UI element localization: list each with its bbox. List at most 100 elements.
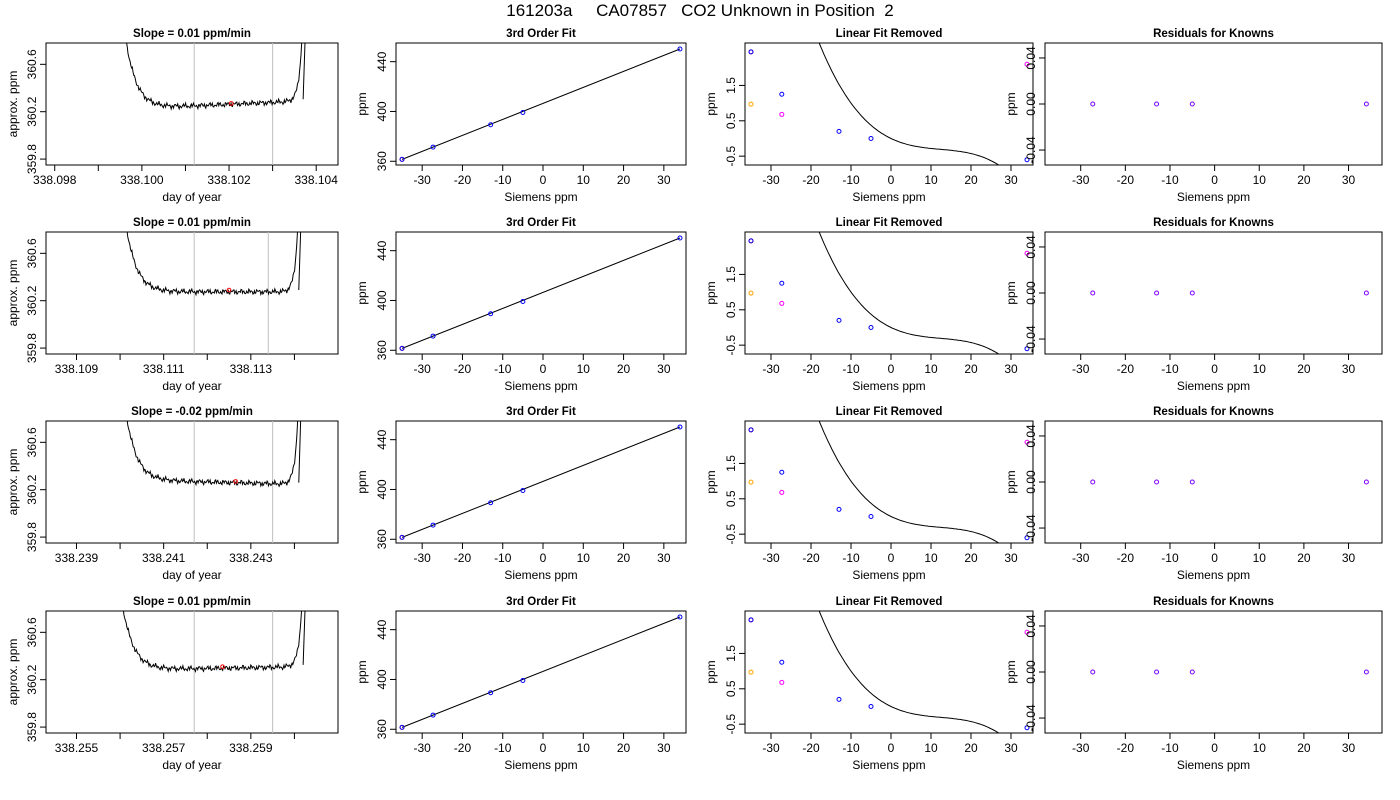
data-point-purple — [1154, 290, 1160, 296]
x-axis-label: Siemens ppm — [1177, 379, 1250, 393]
trace-line — [126, 43, 303, 111]
plot-frame — [395, 610, 687, 734]
x-tick-label: 338.113 — [230, 362, 273, 376]
x-tick-label: 30 — [1342, 362, 1356, 376]
panel-title: 3rd Order Fit — [506, 406, 576, 418]
x-axis-label: Siemens ppm — [1177, 190, 1250, 204]
y-tick-label: 360.6 — [25, 49, 39, 79]
x-tick-label: -30 — [414, 362, 432, 376]
data-point-known — [748, 617, 754, 623]
x-tick-label: 30 — [657, 173, 671, 187]
x-tick-label: -20 — [1117, 173, 1135, 187]
y-tick-label: 400 — [375, 101, 389, 121]
data-point-known — [520, 298, 526, 304]
data-point-purple — [1090, 669, 1096, 675]
panel-title: 3rd Order Fit — [506, 217, 576, 229]
plot-frame — [1044, 420, 1383, 544]
x-tick-label: 10 — [577, 173, 591, 187]
data-point-known — [868, 135, 874, 141]
data-point-purple — [1090, 101, 1096, 107]
panel-r2-fit: 3rd Order Fit -30 -20 -10 0 10 20 30 360 400 440 Si… — [355, 217, 687, 393]
data-point-magenta — [779, 111, 785, 117]
y-tick-label: 1.5 — [724, 455, 738, 472]
data-point-purple — [1363, 479, 1369, 485]
x-axis-label: day of year — [162, 190, 221, 204]
x-tick-label: 0 — [540, 362, 547, 376]
panel-title: Linear Fit Removed — [836, 596, 943, 608]
x-axis-label: Siemens ppm — [1177, 568, 1250, 582]
panel-title: Residuals for Knowns — [1153, 406, 1274, 418]
y-tick-label: -0.5 — [724, 145, 738, 166]
x-tick-label: 20 — [617, 173, 631, 187]
data-point-known — [1024, 346, 1030, 352]
x-axis-label: Siemens ppm — [504, 568, 577, 582]
x-tick-label: 20 — [964, 173, 978, 187]
data-point-purple — [1090, 479, 1096, 485]
x-tick-label: -10 — [1161, 741, 1179, 755]
data-point-purple — [1154, 669, 1160, 675]
data-point-known — [430, 712, 436, 718]
x-tick-label: -10 — [1161, 551, 1179, 565]
plot-frame — [744, 610, 1034, 734]
plot-frame — [744, 231, 1034, 355]
data-point-magenta — [779, 489, 785, 495]
y-tick-label: 359.8 — [25, 712, 39, 742]
x-tick-label: -30 — [762, 362, 780, 376]
x-tick-label: 0 — [540, 741, 547, 755]
panel-title: Slope = 0.01 ppm/min — [133, 28, 251, 40]
plot-frame — [395, 420, 687, 544]
data-point-purple — [1154, 101, 1160, 107]
data-point-known — [677, 424, 683, 430]
fit-line — [401, 426, 681, 538]
x-tick-label: -10 — [1161, 362, 1179, 376]
y-axis-label: ppm — [355, 281, 369, 304]
trace-spike — [302, 43, 306, 100]
panel-r3-linfit: Linear Fit Removed -30 -20 -10 0 10 20 30 -0.5 0.… — [704, 406, 1034, 582]
y-tick-label: 440 — [375, 619, 389, 639]
trace-spike — [298, 232, 302, 291]
data-point-known — [488, 500, 494, 506]
x-tick-label: 338.098 — [33, 173, 77, 187]
data-point-known — [677, 614, 683, 620]
data-point-known — [779, 280, 785, 286]
y-axis-label: approx. ppm — [6, 449, 20, 516]
mean-marker — [228, 101, 234, 106]
y-tick-label: 400 — [375, 669, 389, 689]
x-tick-label: 338.104 — [295, 173, 339, 187]
y-tick-label: 0.04 — [1024, 424, 1038, 448]
x-tick-label: -10 — [842, 741, 860, 755]
x-axis-label: Siemens ppm — [852, 758, 925, 772]
x-tick-label: 10 — [1253, 173, 1267, 187]
data-point-purple — [1189, 101, 1195, 107]
data-layer — [818, 232, 1000, 354]
x-tick-label: 338.239 — [55, 551, 99, 565]
y-tick-label: 360.6 — [25, 238, 39, 268]
panel-r3-fit: 3rd Order Fit -30 -20 -10 0 10 20 30 360 400 440 Si… — [355, 406, 687, 582]
x-axis-label: Siemens ppm — [504, 379, 577, 393]
x-tick-label: -10 — [494, 173, 512, 187]
mean-marker — [233, 479, 238, 484]
data-point-known — [779, 469, 785, 475]
x-tick-label: -20 — [454, 741, 472, 755]
x-tick-label: 0 — [1211, 551, 1218, 565]
data-point-known — [399, 156, 405, 162]
data-point-known — [399, 534, 405, 540]
data-point-orange — [748, 290, 754, 296]
y-tick-label: 0.5 — [724, 301, 738, 318]
y-tick-label: 360 — [375, 340, 389, 360]
data-layer — [818, 43, 1000, 165]
plot-frame — [45, 610, 339, 734]
y-tick-label: 1.5 — [724, 77, 738, 94]
x-tick-label: 20 — [1297, 741, 1311, 755]
x-tick-label: 10 — [1253, 551, 1267, 565]
x-tick-label: 0 — [1211, 173, 1218, 187]
x-tick-label: -20 — [454, 173, 472, 187]
data-point-known — [836, 506, 842, 512]
y-tick-label: 0.5 — [724, 490, 738, 507]
plot-frame — [45, 42, 339, 166]
x-tick-label: -30 — [762, 741, 780, 755]
x-tick-label: -30 — [1072, 362, 1090, 376]
cubic-curve — [818, 611, 1000, 733]
panel-title: Slope = 0.01 ppm/min — [133, 217, 251, 229]
